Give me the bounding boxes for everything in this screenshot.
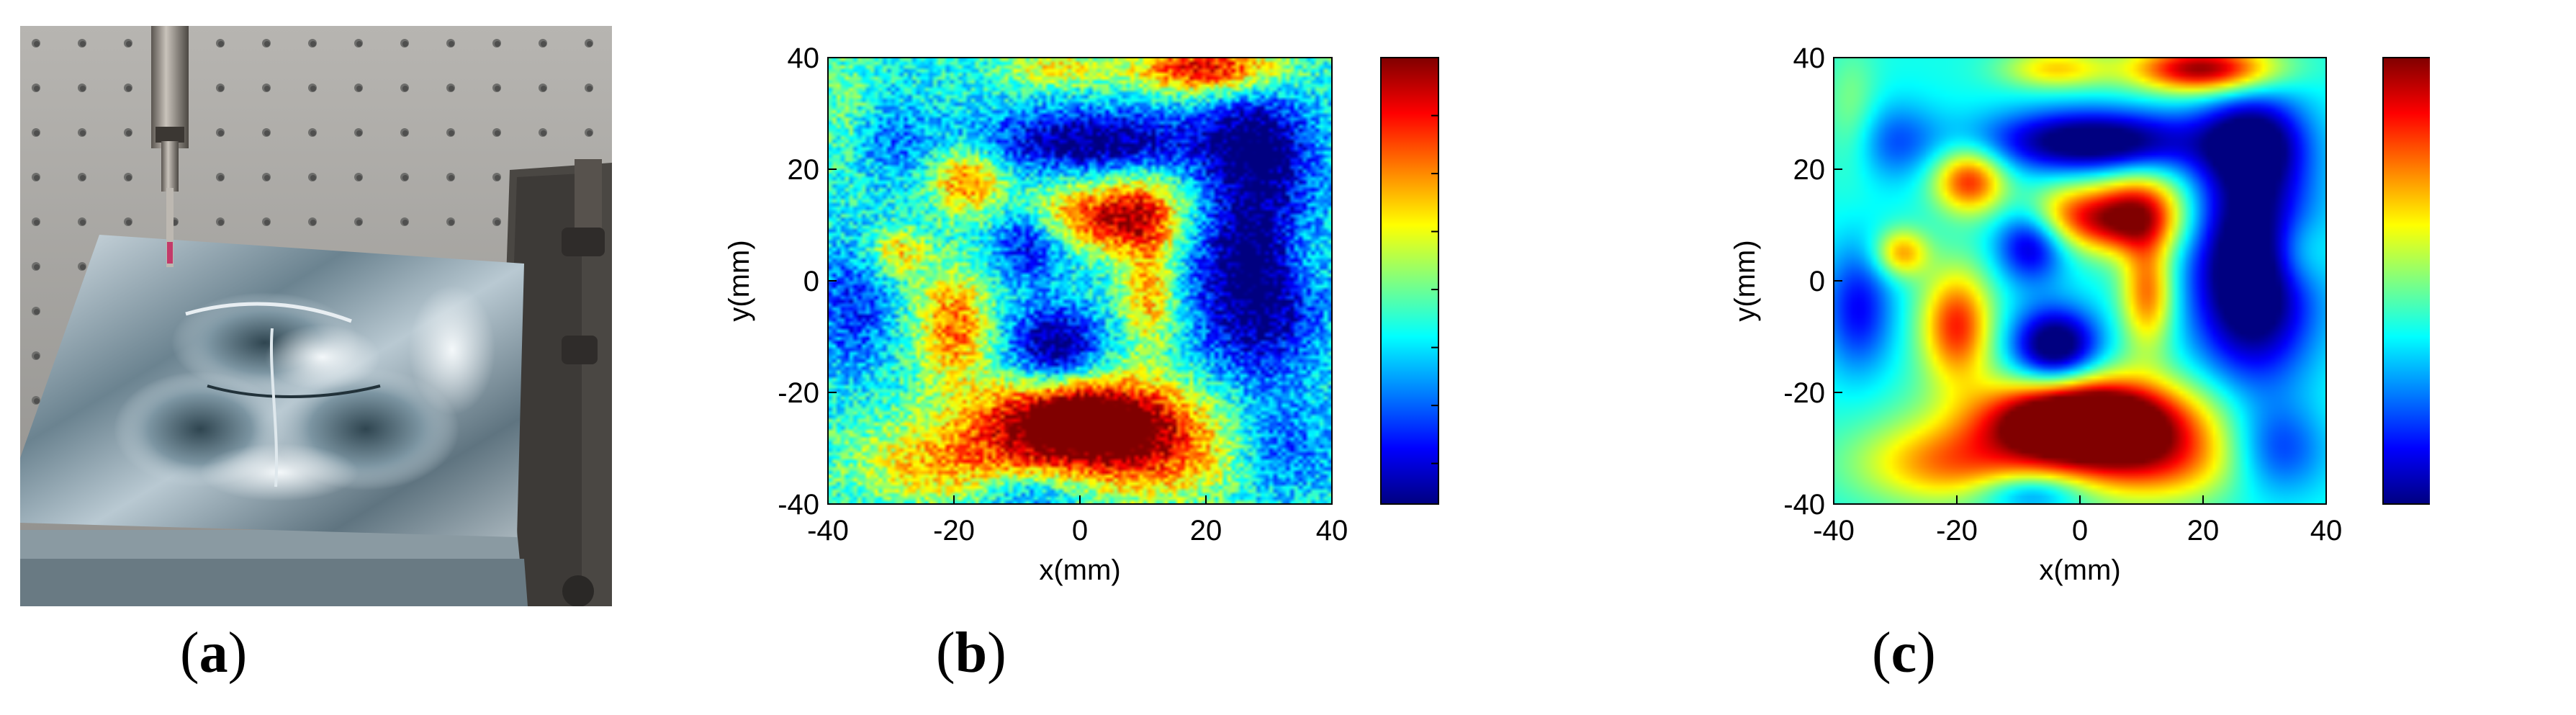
colorbar (2382, 57, 2430, 505)
y-tick-label: 0 (1809, 266, 1825, 297)
x-axis-label: x(mm) (2039, 554, 2120, 586)
x-tick-label: -20 (933, 515, 975, 547)
y-axis-label: y(mm) (724, 240, 755, 321)
forming-setup-photo (20, 26, 612, 606)
x-tick-label: 40 (2310, 515, 2343, 547)
x-tick-label: -40 (807, 515, 849, 547)
y-tick-label: 20 (1793, 154, 1826, 186)
x-tick-label: 0 (2072, 515, 2088, 547)
x-tick-label: 0 (1072, 515, 1088, 547)
chart-b-measured-heatmap: -40-2002040-40-2002040x(mm)y(mm)0.0250.0… (724, 42, 1439, 586)
panel-label-a: (a) (180, 621, 248, 685)
y-tick-label: 40 (788, 42, 820, 74)
x-axis-label: x(mm) (1039, 554, 1120, 586)
y-tick-label: -20 (778, 377, 819, 409)
y-tick-label: -20 (1783, 377, 1825, 409)
panel-label-b: (b) (936, 621, 1006, 685)
chart-c-smoothed-heatmap: -40-2002040-40-2002040x(mm)y(mm)0.020.01… (1729, 42, 2430, 586)
x-tick-label: -40 (1813, 515, 1855, 547)
x-tick-label: 20 (1190, 515, 1222, 547)
colorbar (1380, 57, 1439, 505)
y-axis-label: y(mm) (1729, 240, 1761, 321)
x-tick-label: 20 (2187, 515, 2220, 547)
y-tick-label: 0 (803, 266, 819, 297)
x-tick-label: 40 (1316, 515, 1348, 547)
y-tick-label: -40 (778, 489, 819, 521)
heatmap-field-0 (828, 58, 1332, 504)
y-tick-label: -40 (1783, 489, 1825, 521)
y-tick-label: 40 (1793, 42, 1826, 74)
y-tick-label: 20 (788, 154, 820, 186)
panel-label-c: (c) (1872, 621, 1936, 685)
heatmap-field-1 (1834, 58, 2326, 504)
x-tick-label: -20 (1936, 515, 1978, 547)
